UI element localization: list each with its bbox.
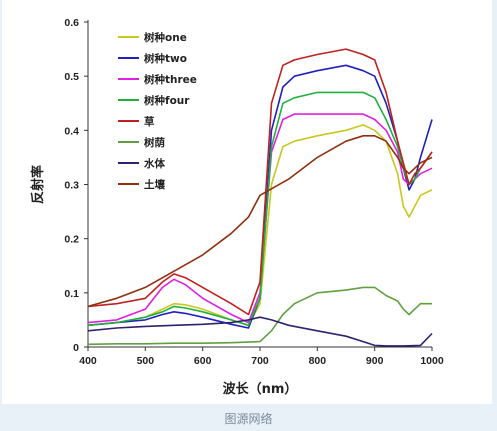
x-tick-label: 400 [79, 355, 97, 367]
legend-label: 树种two [144, 52, 187, 65]
y-tick-label: 0.5 [64, 71, 79, 83]
legend-label: 树种four [144, 94, 190, 107]
series-line-8 [87, 135, 433, 308]
x-tick-label: 500 [137, 355, 155, 367]
y-tick-label: 0.1 [64, 288, 79, 300]
reflectance-chart: 400 500 600 700 800 900 1000 0 0.1 0.2 0.3 0.4 0.5 0.… [30, 17, 444, 397]
legend-label: 土壤 [144, 178, 165, 191]
y-tick-label: 0.4 [64, 125, 79, 137]
chart-card: 400 500 600 700 800 900 1000 0 0.1 0.2 0.3 0.4 0.5 0.… [2, 0, 492, 404]
axes: 400 500 600 700 800 900 1000 0 0.1 0.2 0.3 0.4 0.5 0.… [64, 17, 443, 367]
legend-label: 树荫 [144, 136, 165, 149]
x-axis-label: 波长（nm） [223, 381, 298, 397]
series-line-5 [87, 48, 433, 316]
image-caption: 图源网络 [224, 412, 273, 426]
x-tick-label: 600 [194, 355, 212, 367]
series-line-1 [87, 124, 433, 327]
legend-label: 水体 [143, 157, 165, 170]
x-tick-label: 800 [309, 355, 327, 367]
x-tick-label: 900 [366, 355, 384, 367]
y-axis-label: 反射率 [30, 165, 46, 204]
x-tick-label: 1000 [420, 355, 444, 367]
legend-label: 草 [144, 115, 155, 128]
series-line-7 [87, 316, 433, 347]
legend-label: 树种one [144, 31, 187, 44]
series-line-6 [87, 286, 432, 346]
y-tick-label: 0 [73, 342, 79, 354]
x-tick-label: 700 [251, 355, 269, 367]
series-layer [87, 48, 433, 347]
series-line-3 [87, 113, 433, 324]
series-line-4 [87, 91, 433, 327]
y-tick-label: 0.2 [64, 234, 79, 246]
legend-label: 树种three [144, 73, 197, 86]
y-tick-label: 0.6 [64, 17, 79, 29]
y-tick-label: 0.3 [64, 180, 79, 192]
